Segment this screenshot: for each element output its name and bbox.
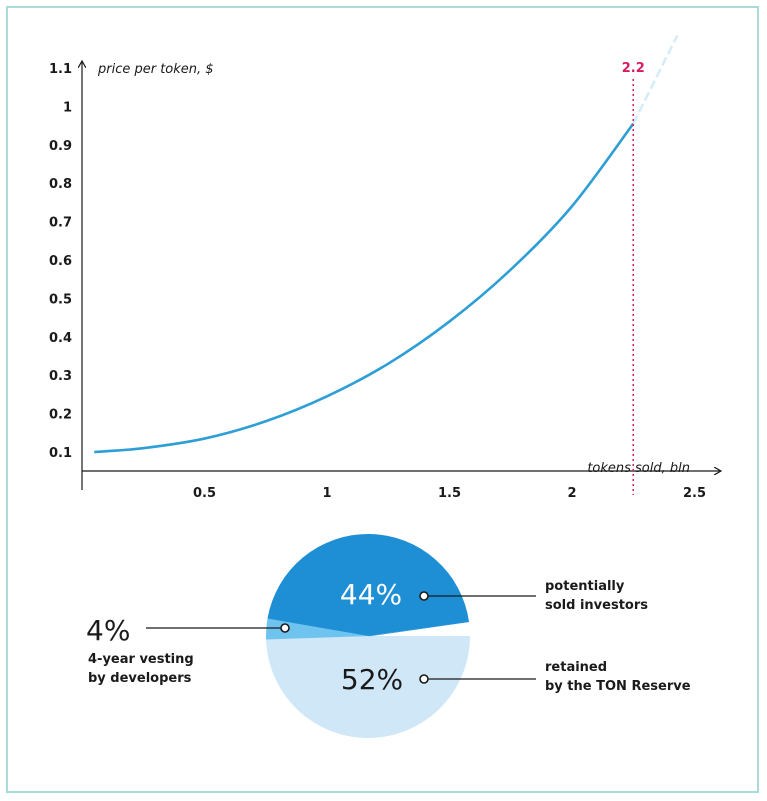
marker-label: 2.2 [622, 61, 645, 76]
callout-text-developers: by developers [88, 671, 192, 686]
y-tick-label: 0.7 [49, 216, 72, 231]
y-tick-label: 0.9 [49, 139, 72, 154]
x-axis-title: tokens sold, bln [587, 461, 690, 476]
pie-label-reserve: 52% [341, 663, 403, 696]
callout-text-investors: sold investors [545, 598, 648, 613]
y-tick-label: 0.8 [49, 177, 72, 192]
callout-text-developers: 4-year vesting [88, 652, 194, 667]
callout-dot-reserve [419, 674, 429, 684]
x-tick-label: 0.5 [193, 486, 216, 501]
pie-slice-investors [267, 533, 470, 636]
pie-label-investors: 44% [340, 578, 402, 611]
pie-slice-reserve [266, 636, 470, 738]
y-tick-label: 1 [63, 100, 72, 115]
pie-edge [267, 618, 470, 637]
curve-extension [632, 34, 679, 125]
x-tick-label: 2.5 [683, 486, 706, 501]
pie-slice-developers [266, 618, 370, 640]
price-curve [94, 122, 635, 454]
callout-dot-developers [280, 623, 290, 633]
developers-percent: 4% [86, 614, 130, 647]
x-tick-label: 1 [322, 486, 331, 501]
y-tick-label: 1.1 [49, 62, 72, 77]
y-tick-label: 0.2 [49, 408, 72, 423]
callout-text-reserve: by the TON Reserve [545, 679, 691, 694]
y-tick-label: 0.3 [49, 369, 72, 384]
y-tick-label: 0.1 [49, 446, 72, 461]
callout-dot-investors [419, 591, 429, 601]
y-tick-label: 0.6 [49, 254, 72, 269]
x-tick-label: 1.5 [438, 486, 461, 501]
y-tick-label: 0.4 [49, 331, 72, 346]
callout-text-investors: potentially [545, 579, 625, 594]
x-tick-label: 2 [567, 486, 576, 501]
y-tick-label: 0.5 [49, 292, 72, 307]
y-axis-title: price per token, $ [97, 62, 214, 77]
callout-text-reserve: retained [545, 660, 607, 675]
